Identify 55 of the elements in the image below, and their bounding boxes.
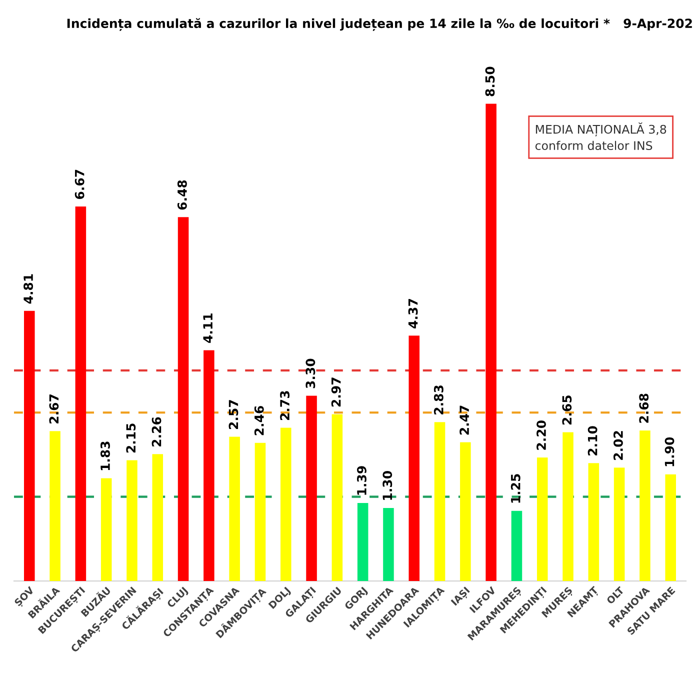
data-label: 1.30	[382, 471, 392, 500]
data-label: 2.15	[126, 424, 136, 453]
bar	[486, 104, 496, 581]
data-label: 4.81	[24, 274, 34, 304]
bar	[100, 478, 112, 581]
bar	[511, 510, 522, 581]
data-label: 1.39	[356, 466, 366, 495]
data-label: 6.67	[74, 170, 84, 199]
bar	[152, 454, 164, 581]
data-label: 6.48	[177, 180, 187, 210]
data-label: 2.02	[613, 431, 623, 460]
data-label: 4.37	[408, 299, 418, 328]
bar	[254, 442, 266, 581]
data-label: 2.57	[228, 400, 238, 429]
data-label: 2.26	[152, 417, 162, 446]
data-label: 2.65	[562, 395, 572, 424]
bar	[357, 502, 368, 581]
data-label: 2.20	[536, 420, 546, 450]
bar	[640, 430, 650, 581]
bar	[178, 217, 189, 581]
bar	[614, 468, 625, 581]
bar	[75, 206, 86, 581]
data-label: 3.30	[306, 358, 316, 388]
bar	[434, 422, 446, 581]
bar	[536, 457, 548, 581]
bar	[204, 350, 214, 581]
data-label: 1.25	[510, 474, 520, 503]
data-label: 2.46	[254, 406, 264, 436]
chart-title: Incidența cumulată a cazurilor la nivel județean pe 14 zile la ‰ de locuitori * 9-Apr-202	[67, 18, 692, 31]
bar	[562, 432, 574, 581]
bar	[229, 436, 240, 581]
data-label: 2.10	[588, 426, 598, 456]
annotation: conform datelor INS	[535, 140, 652, 150]
bar	[588, 463, 600, 581]
bar	[332, 414, 343, 581]
bar	[306, 396, 317, 581]
data-label: 2.47	[460, 406, 469, 435]
bar	[50, 431, 60, 581]
data-label: 2.83	[434, 386, 444, 414]
data-label: 2.67	[49, 394, 59, 424]
data-label: 1.83	[100, 442, 110, 470]
data-label: 8.50	[485, 66, 495, 96]
bar	[126, 460, 138, 581]
data-label: 2.73	[280, 391, 290, 420]
data-label: 4.11	[203, 314, 212, 343]
bar	[280, 428, 292, 581]
data-label: 2.97	[331, 378, 341, 407]
data-label: 1.90	[664, 437, 674, 466]
data-label: 2.68	[639, 394, 649, 423]
bar	[408, 336, 420, 581]
bar	[460, 442, 471, 581]
bar	[24, 310, 35, 581]
annotation: MEDIA NAȚIONALĂ 3,8	[536, 122, 666, 136]
bar	[665, 474, 676, 581]
bar	[383, 508, 394, 581]
